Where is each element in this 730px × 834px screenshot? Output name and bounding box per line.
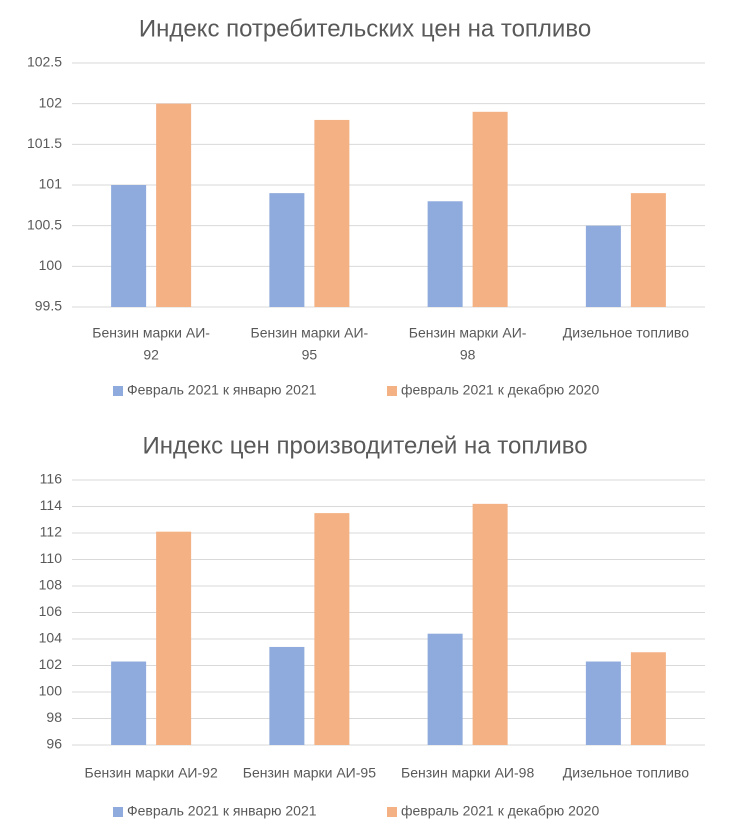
y-tick-label: 108 [39, 577, 63, 593]
bar-series2-cat1 [156, 103, 192, 308]
y-tick-label: 102.5 [27, 54, 62, 70]
bar-series1-cat4 [585, 661, 621, 745]
chart-2: Индекс цен производителей на топливо 96 98… [39, 432, 705, 819]
x-tick-label: Бензин марки АИ-95 [243, 765, 376, 781]
legend-swatch-series2 [387, 807, 397, 817]
bar-series2-cat3 [472, 111, 508, 307]
bar-series1-cat3 [427, 633, 463, 745]
legend-swatch-series1 [113, 386, 123, 396]
y-tick-label: 106 [39, 603, 63, 619]
y-tick-label: 99.5 [35, 298, 62, 314]
y-tick-label: 112 [40, 524, 63, 540]
y-tick-label: 100 [39, 257, 63, 273]
legend-swatch-series1 [113, 807, 123, 817]
x-tick-label: 92 [143, 347, 159, 363]
y-tick-label: 104 [39, 630, 63, 646]
y-tick-label: 110 [40, 550, 63, 566]
y-tick-label: 96 [46, 736, 62, 752]
bar-series1-cat2 [269, 193, 305, 307]
bar-series2-cat2 [314, 119, 350, 307]
y-tick-label: 116 [40, 471, 63, 487]
bar-series2-cat2 [314, 513, 350, 745]
y-tick-label: 114 [40, 497, 63, 513]
y-tick-label: 101 [39, 176, 63, 192]
legend-label-series2: февраль 2021 к декабрю 2020 [401, 382, 599, 398]
bar-series1-cat2 [269, 646, 305, 745]
x-tick-label: Бензин марки АИ- [409, 325, 527, 341]
bar-series1-cat1 [111, 661, 147, 745]
x-tick-label: Бензин марки АИ-98 [401, 765, 534, 781]
bar-series2-cat1 [156, 531, 192, 745]
bar-series1-cat1 [111, 185, 147, 307]
legend-label-series1: Февраль 2021 к январю 2021 [127, 803, 317, 819]
legend-swatch-series2 [387, 386, 397, 396]
x-tick-label: 98 [460, 347, 476, 363]
bar-series2-cat4 [630, 193, 666, 307]
bar-series2-cat4 [630, 652, 666, 745]
y-tick-label: 102 [39, 94, 63, 110]
x-tick-label: Дизельное топливо [563, 765, 689, 781]
x-tick-label: Дизельное топливо [563, 325, 689, 341]
x-tick-label: Бензин марки АИ- [92, 325, 210, 341]
y-tick-label: 102 [39, 656, 63, 672]
bar-series1-cat3 [427, 201, 463, 307]
y-tick-label: 98 [46, 709, 62, 725]
chart-title: Индекс цен производителей на топливо [142, 432, 587, 459]
legend-label-series2: февраль 2021 к декабрю 2020 [401, 803, 599, 819]
bar-series1-cat4 [585, 225, 621, 307]
chart-title: Индекс потребительских цен на топливо [139, 15, 591, 42]
x-tick-label: Бензин марки АИ- [251, 325, 369, 341]
x-tick-label: 95 [302, 347, 318, 363]
y-tick-label: 100 [39, 683, 63, 699]
x-tick-label: Бензин марки АИ-92 [85, 765, 218, 781]
y-tick-label: 100.5 [27, 216, 62, 232]
chart-1: Индекс потребительских цен на топливо 99.… [27, 15, 705, 398]
legend-label-series1: Февраль 2021 к январю 2021 [127, 382, 317, 398]
y-tick-label: 101.5 [27, 135, 62, 151]
bar-series2-cat3 [472, 503, 508, 745]
